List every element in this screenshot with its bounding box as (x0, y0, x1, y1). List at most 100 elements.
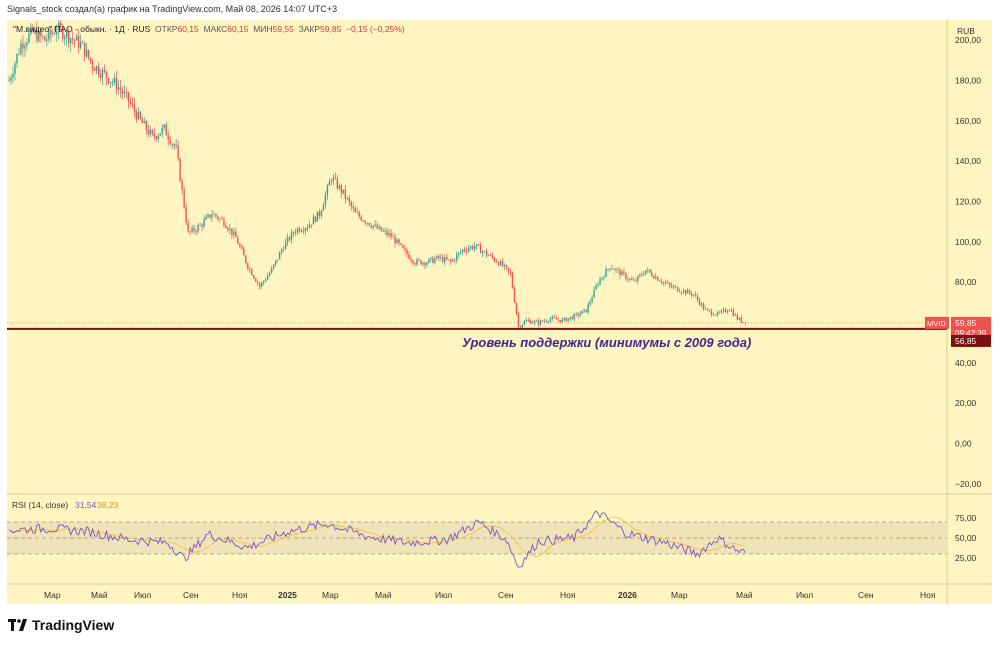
candle-body (334, 177, 337, 179)
candle-body (406, 249, 408, 255)
candle-body (374, 224, 376, 226)
candle-body (352, 206, 354, 209)
candle-body (167, 135, 169, 140)
candle-body (549, 318, 551, 322)
candle-body (619, 269, 621, 276)
chart-caption: Signals_stock создал(а) график на Tradin… (7, 4, 338, 14)
candle-body (503, 265, 506, 267)
time-tick-label: Мар (44, 590, 61, 600)
candle-body (571, 316, 573, 320)
time-tick-label: Июл (134, 590, 151, 600)
rsi-tick-label: 75,00 (955, 513, 977, 523)
candle-body (308, 224, 311, 228)
currency-label: RUB (957, 26, 975, 36)
time-tick-label: Сен (498, 590, 514, 600)
candle-body (217, 216, 219, 220)
candle-body (617, 269, 619, 270)
candle-body (591, 297, 593, 302)
candle-body (151, 129, 153, 134)
candle-body (682, 290, 685, 293)
candle-body (22, 43, 24, 49)
candle-body (489, 254, 492, 256)
candle-body (601, 277, 603, 280)
candle-body (400, 243, 402, 245)
time-tick-label: Ноя (560, 590, 576, 600)
candle-body (448, 259, 450, 261)
candle-body (161, 127, 163, 134)
high-value: 60,15 (227, 24, 249, 34)
candle-body (629, 278, 631, 280)
candle-body (466, 250, 468, 252)
candle-body (525, 319, 528, 322)
candle-body (137, 111, 140, 120)
candle-body (537, 320, 540, 325)
time-tick-label: Ноя (232, 590, 248, 600)
candle-body (386, 230, 388, 235)
candle-body (50, 29, 52, 35)
candle-body (481, 251, 484, 254)
candle-body (732, 310, 735, 316)
time-tick-label: Май (736, 590, 753, 600)
candle-body (639, 274, 641, 276)
candle-body (346, 197, 348, 199)
support-price-label: 56,85 (955, 336, 977, 346)
candle-body (720, 310, 723, 313)
candle-body (655, 276, 657, 279)
candle-body (676, 286, 679, 292)
candle-body (12, 73, 14, 78)
rsi-tick-label: 25,00 (955, 553, 977, 563)
ticker-badge-bg (925, 316, 949, 329)
candle-body (332, 177, 335, 181)
candle-body (111, 81, 114, 83)
candle-body (32, 27, 34, 32)
candle-body (99, 74, 102, 78)
candle-body (71, 38, 74, 40)
tradingview-logo-icon (8, 619, 28, 631)
candle-body (623, 271, 625, 274)
candle-body (738, 317, 741, 320)
candle-body (360, 216, 362, 221)
candle-body (280, 249, 283, 253)
candle-body (272, 264, 275, 269)
candle-body (728, 310, 731, 312)
candle-body (28, 33, 30, 43)
candle-body (267, 275, 269, 280)
candle-body (663, 282, 665, 283)
candle-body (517, 314, 520, 327)
ohlc-header: "М.видео" ПАО - обыкн. · 1Д · RUS ОТКР60… (13, 24, 405, 34)
candle-body (121, 90, 124, 94)
candle-body (460, 251, 462, 253)
candle-body (284, 241, 287, 250)
candle-body (155, 136, 157, 139)
candle-body (505, 265, 508, 268)
candle-body (64, 37, 66, 39)
candle-body (557, 319, 559, 321)
candle-body (173, 144, 175, 146)
candle-body (145, 121, 148, 131)
candle-body (611, 268, 613, 270)
candle-body (497, 262, 500, 266)
candle-body (469, 246, 472, 249)
candle-body (700, 303, 703, 305)
chart-panel[interactable]: RUB 200,00 180,00 160,00 140,00 120,00 100,00 8… (7, 20, 992, 604)
candle-body (547, 321, 549, 323)
candle-body (229, 228, 231, 231)
candle-body (276, 259, 279, 261)
candle-body (573, 314, 575, 320)
candle-body (446, 257, 448, 260)
candle-body (231, 228, 233, 235)
candle-body (438, 255, 440, 258)
candle-body (233, 231, 235, 235)
time-tick-label: Июл (435, 590, 452, 600)
candle-body (66, 31, 68, 38)
candle-body (680, 292, 683, 293)
candle-body (95, 66, 98, 71)
candle-body (105, 71, 108, 78)
candle-body (579, 313, 581, 316)
open-value: 60,15 (177, 24, 199, 34)
candle-body (247, 263, 249, 269)
candle-body (696, 295, 699, 300)
candle-body (704, 308, 707, 310)
candle-body (686, 290, 689, 294)
